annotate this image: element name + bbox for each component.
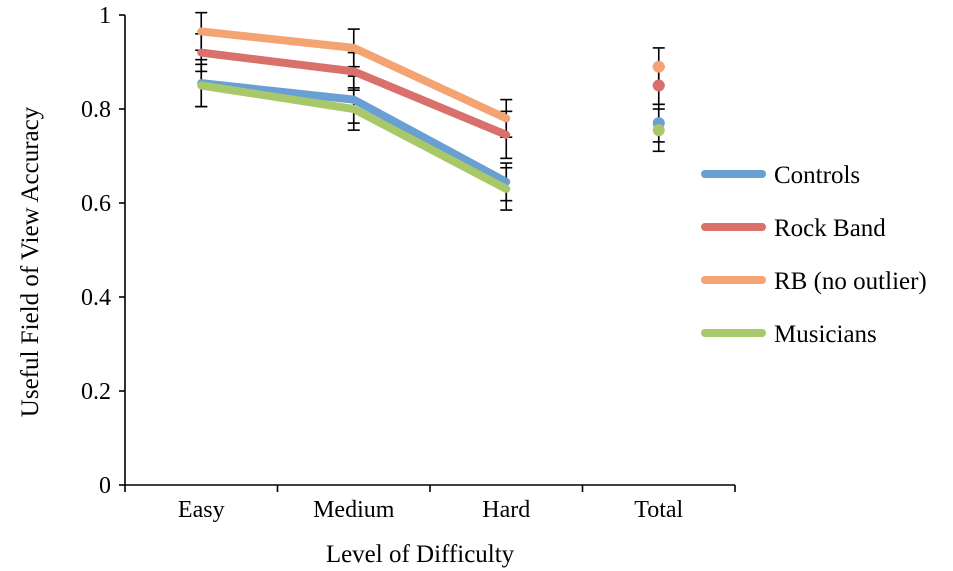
y-tick-label: 0.4 bbox=[81, 285, 111, 311]
data-point-musicians bbox=[503, 185, 510, 192]
data-point-controls bbox=[350, 96, 357, 103]
axes bbox=[119, 14, 736, 492]
x-tick-label: Hard bbox=[482, 497, 530, 523]
y-tick-label: 0.2 bbox=[81, 379, 111, 405]
data-point-rb-no-outlier bbox=[503, 115, 510, 122]
y-tick-label: 1 bbox=[99, 3, 111, 29]
data-point-rock-band bbox=[350, 68, 357, 75]
legend-label-musicians: Musicians bbox=[774, 321, 877, 348]
legend-label-rb-no-outlier: RB (no outlier) bbox=[774, 268, 927, 295]
data-point-rb-no-outlier bbox=[350, 44, 357, 51]
x-axis-title: Level of Difficulty bbox=[326, 541, 515, 568]
legend-label-controls: Controls bbox=[774, 162, 860, 189]
data-point-rock-band bbox=[503, 131, 510, 138]
x-tick-label: Medium bbox=[313, 497, 395, 523]
x-tick-label: Easy bbox=[178, 497, 225, 523]
tick-labels: 0 0.2 0.4 0.6 0.8 1 Easy Medium Hard Total bbox=[81, 3, 684, 523]
data-point-controls bbox=[503, 178, 510, 185]
y-tick-label: 0.8 bbox=[81, 97, 111, 123]
y-axis-title: Useful Field of View Accuracy bbox=[17, 106, 44, 417]
total-point-rock-band bbox=[652, 79, 665, 92]
total-point-rb-no-outlier bbox=[652, 60, 665, 73]
y-tick-label: 0.6 bbox=[81, 191, 111, 217]
x-tick-label: Total bbox=[634, 497, 683, 523]
legend-label-rock-band: Rock Band bbox=[774, 215, 886, 242]
data-point-musicians bbox=[350, 106, 357, 112]
y-tick-label: 0 bbox=[99, 473, 111, 499]
total-point-musicians bbox=[652, 124, 665, 137]
data-point-rb-no-outlier bbox=[198, 28, 205, 35]
legend: Controls Rock Band RB (no outlier) Musician… bbox=[701, 162, 927, 348]
data-point-rock-band bbox=[198, 49, 205, 56]
series-lines bbox=[197, 27, 665, 193]
data-point-musicians bbox=[198, 82, 205, 89]
